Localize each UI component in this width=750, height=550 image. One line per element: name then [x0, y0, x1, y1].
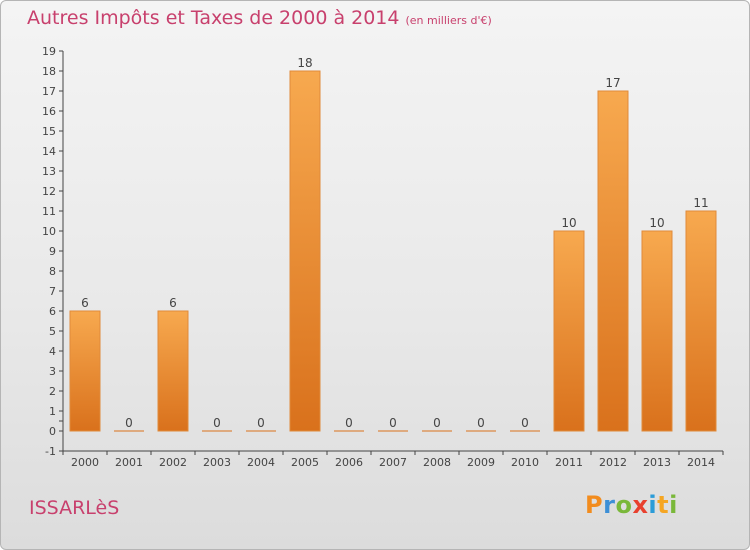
y-tick-label: 15	[42, 125, 56, 138]
y-tick-label: 10	[42, 225, 56, 238]
y-tick-label: 2	[49, 385, 56, 398]
data-label-2007: 0	[389, 416, 397, 430]
data-label-2011: 10	[561, 216, 576, 230]
data-label-2009: 0	[477, 416, 485, 430]
data-label-2014: 11	[693, 196, 708, 210]
bar-chart: -101234567891011121314151617181962000020…	[42, 45, 724, 469]
x-tick-label-2003: 2003	[203, 456, 231, 469]
x-tick-label-2002: 2002	[159, 456, 187, 469]
x-tick-label-2000: 2000	[71, 456, 99, 469]
x-tick-label-2001: 2001	[115, 456, 143, 469]
y-tick-label: 1	[49, 405, 56, 418]
bar-2000	[69, 310, 101, 432]
chart-subtitle: (en milliers d'€)	[405, 14, 492, 27]
x-tick-label-2011: 2011	[555, 456, 583, 469]
data-label-2003: 0	[213, 416, 221, 430]
y-tick-label: 0	[49, 425, 56, 438]
y-tick-label: 13	[42, 165, 56, 178]
data-label-2013: 10	[649, 216, 664, 230]
proxiti-logo: Proxiti	[585, 491, 678, 519]
y-tick-label: 11	[42, 205, 56, 218]
bar-2014	[685, 210, 717, 432]
y-tick-label: 12	[42, 185, 56, 198]
data-label-2001: 0	[125, 416, 133, 430]
y-tick-label: 7	[49, 285, 56, 298]
bar-2013	[641, 230, 673, 432]
x-tick-label-2008: 2008	[423, 456, 451, 469]
bar-2011	[553, 230, 585, 432]
y-tick-label: 18	[42, 65, 56, 78]
x-tick-label-2010: 2010	[511, 456, 539, 469]
chart-title: Autres Impôts et Taxes de 2000 à 2014 (en…	[27, 7, 492, 29]
bar-2012	[597, 90, 629, 432]
x-tick-label-2014: 2014	[687, 456, 715, 469]
y-tick-label: 17	[42, 85, 56, 98]
y-tick-label: 3	[49, 365, 56, 378]
x-tick-label-2007: 2007	[379, 456, 407, 469]
x-tick-label-2005: 2005	[291, 456, 319, 469]
data-label-2002: 6	[169, 296, 177, 310]
y-tick-label: 5	[49, 325, 56, 338]
x-tick-label-2006: 2006	[335, 456, 363, 469]
y-tick-label: 14	[42, 145, 56, 158]
data-label-2005: 18	[297, 56, 312, 70]
y-tick-label: 19	[42, 45, 56, 58]
y-tick-label: 8	[49, 265, 56, 278]
y-tick-label: 4	[49, 345, 56, 358]
data-label-2004: 0	[257, 416, 265, 430]
x-tick-label-2009: 2009	[467, 456, 495, 469]
commune-name: ISSARLèS	[29, 497, 120, 519]
data-label-2008: 0	[433, 416, 441, 430]
x-tick-label-2004: 2004	[247, 456, 275, 469]
data-label-2010: 0	[521, 416, 529, 430]
data-label-2006: 0	[345, 416, 353, 430]
y-tick-label: 6	[49, 305, 56, 318]
bar-2002	[157, 310, 189, 432]
data-label-2012: 17	[605, 76, 620, 90]
y-tick-label: -1	[45, 445, 56, 458]
x-tick-label-2013: 2013	[643, 456, 671, 469]
chart-title-text: Autres Impôts et Taxes de 2000 à 2014	[27, 7, 400, 29]
y-tick-label: 9	[49, 245, 56, 258]
data-label-2000: 6	[81, 296, 89, 310]
bar-2005	[289, 70, 321, 432]
y-tick-label: 16	[42, 105, 56, 118]
x-tick-label-2012: 2012	[599, 456, 627, 469]
